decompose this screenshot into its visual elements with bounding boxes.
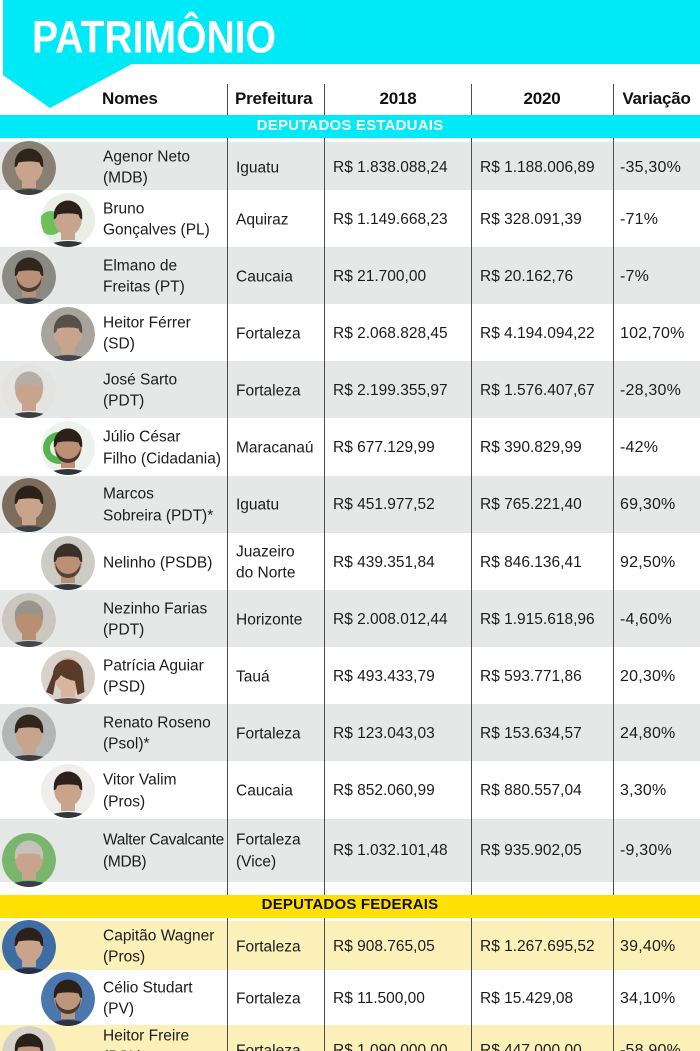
svg-text:PATRIMÔNIO: PATRIMÔNIO bbox=[32, 12, 276, 63]
